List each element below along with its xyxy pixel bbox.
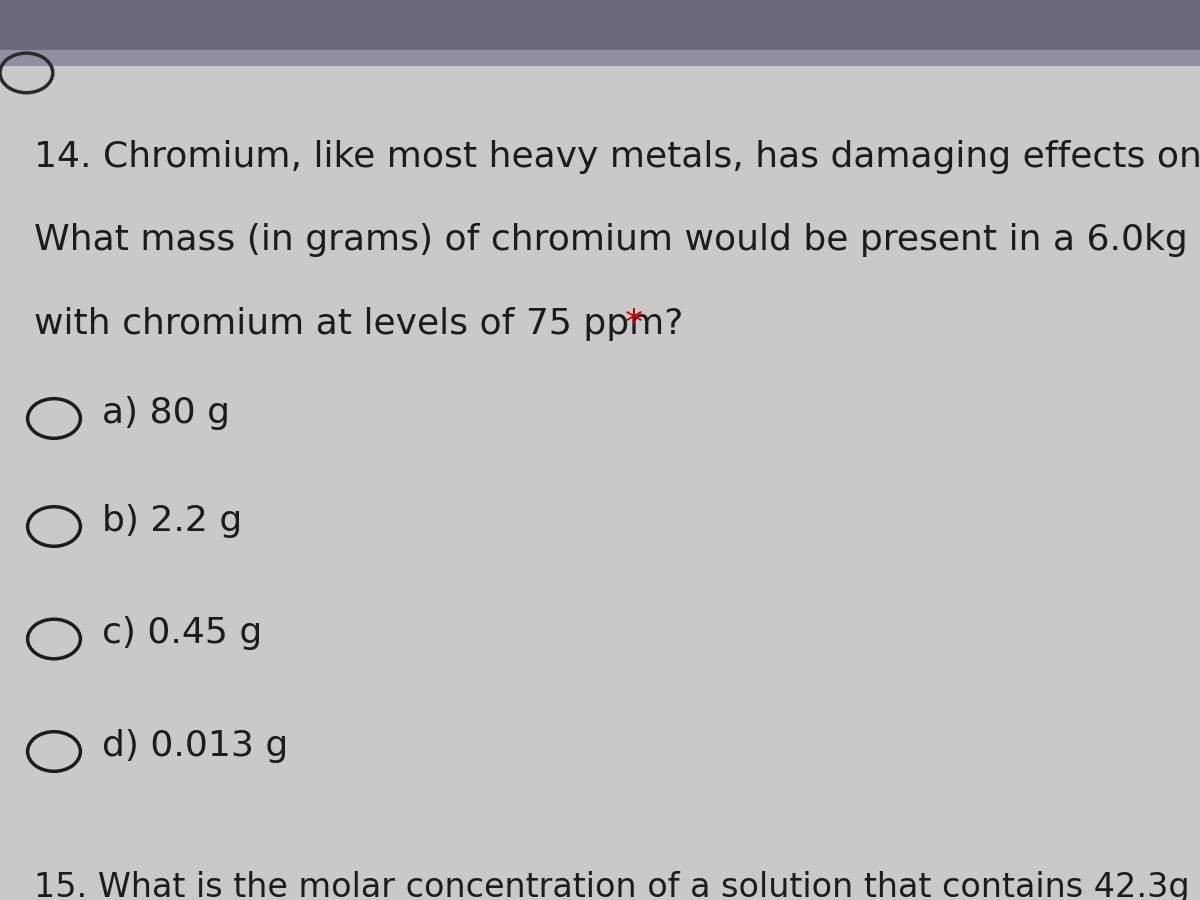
Text: 15. What is the molar concentration of a solution that contains 42.3g of: 15. What is the molar concentration of a… [34,871,1200,900]
Text: d) 0.013 g: d) 0.013 g [102,729,288,763]
Text: *: * [625,307,643,341]
Text: a) 80 g: a) 80 g [102,396,230,430]
Text: c) 0.45 g: c) 0.45 g [102,616,263,651]
Text: 14. Chromium, like most heavy metals, has damaging effects on wildlife.: 14. Chromium, like most heavy metals, ha… [34,140,1200,174]
Text: b) 2.2 g: b) 2.2 g [102,504,242,538]
Text: What mass (in grams) of chromium would be present in a 6.0kg raccoon: What mass (in grams) of chromium would b… [34,223,1200,257]
Bar [0,0,1200,50]
Text: with chromium at levels of 75 ppm?: with chromium at levels of 75 ppm? [34,307,695,341]
Bar [0,50,1200,66]
